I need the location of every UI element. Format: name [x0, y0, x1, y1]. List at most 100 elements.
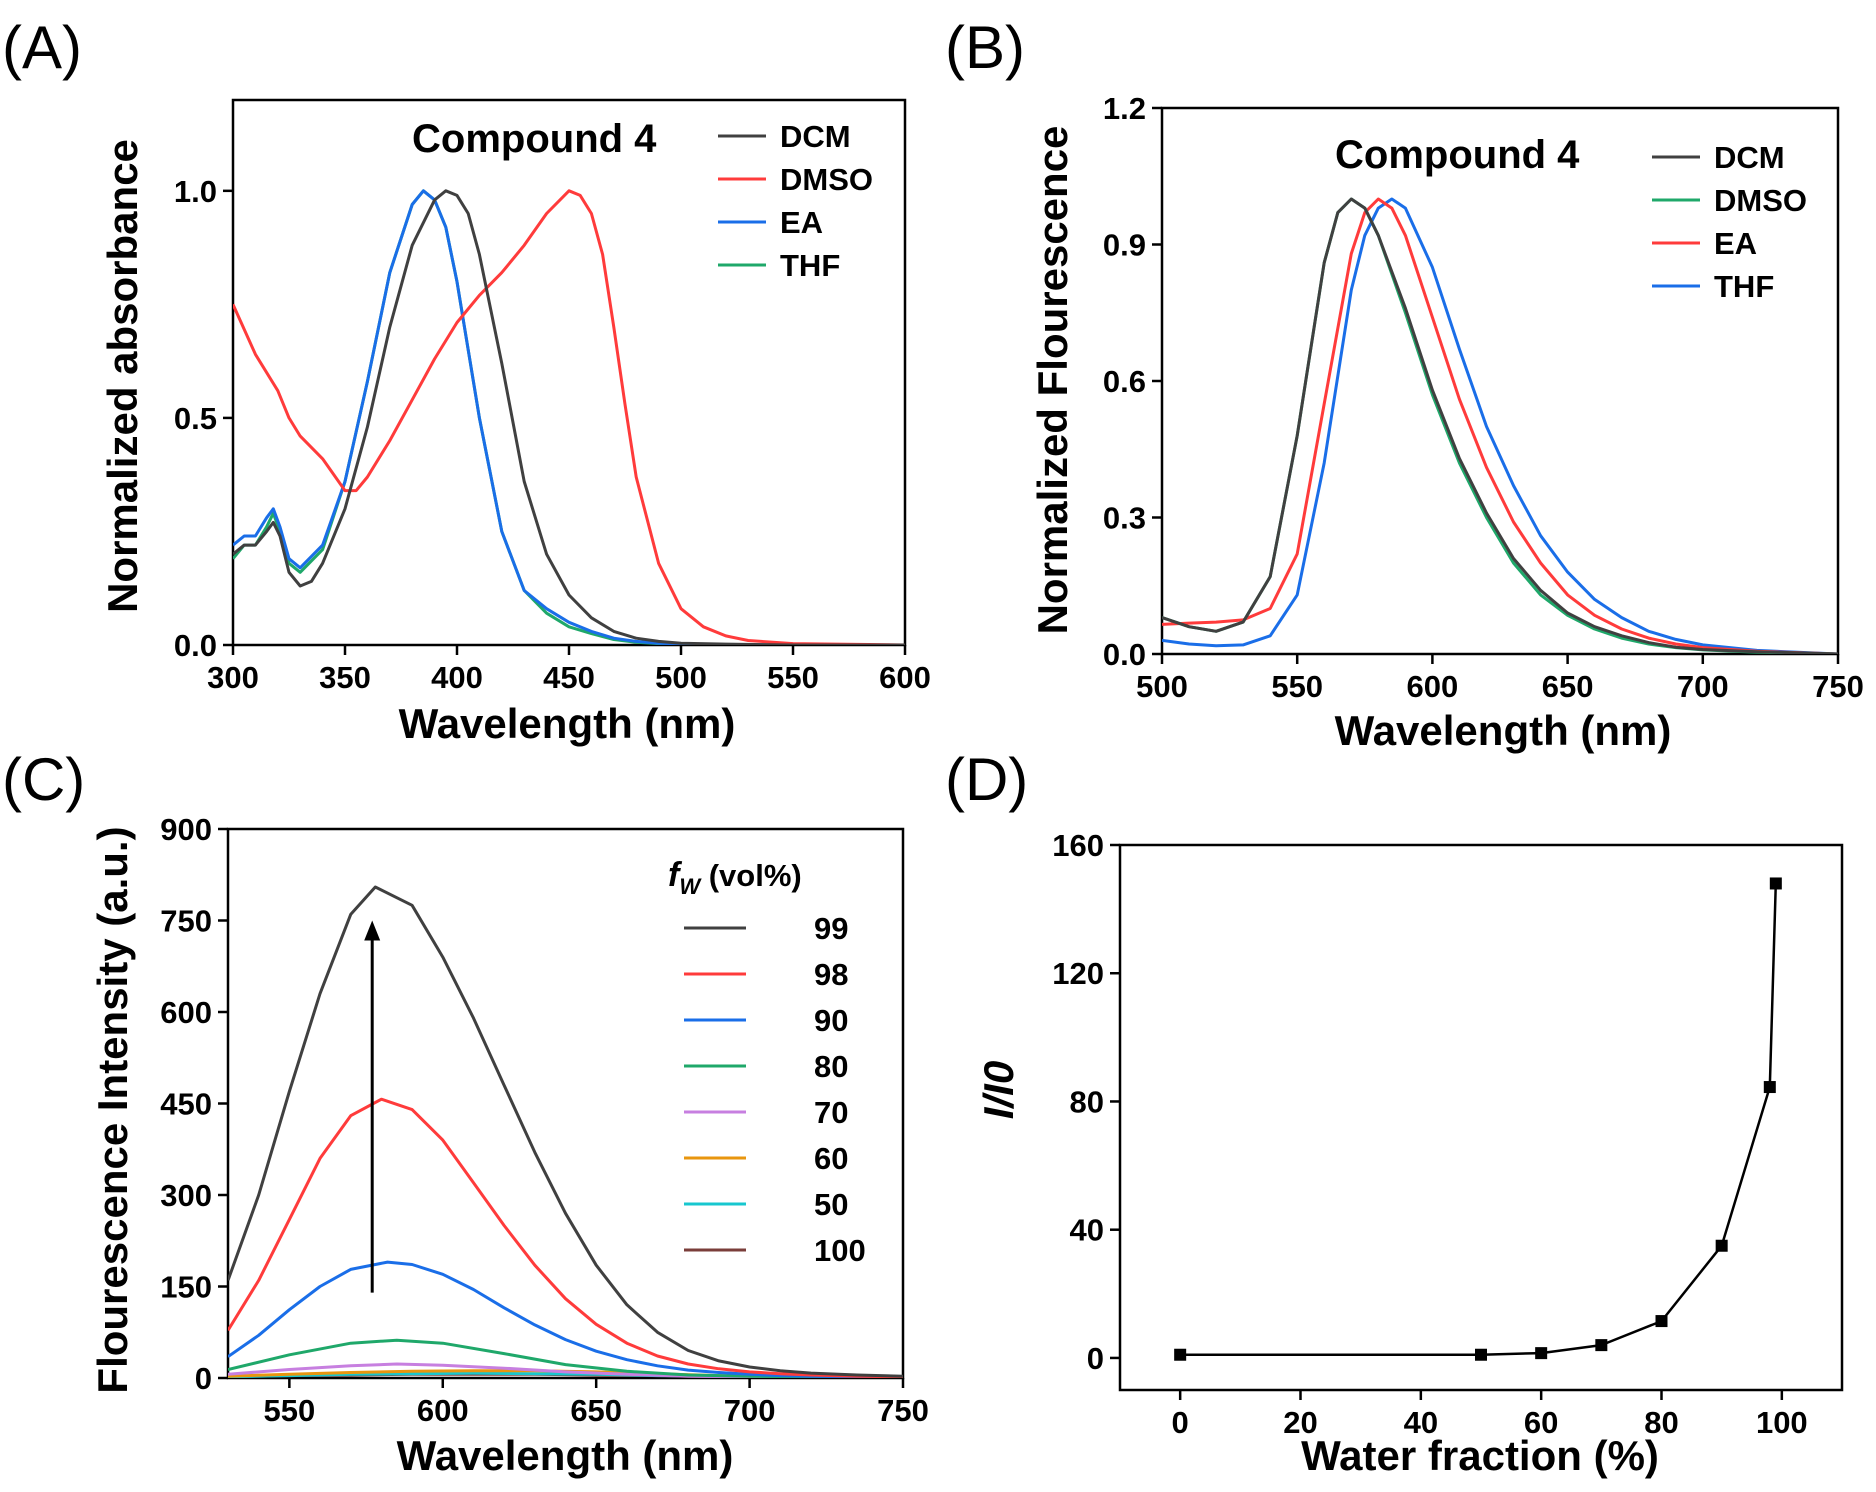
- panel-c-legend-label: 60: [814, 1141, 848, 1176]
- panel-a-xtick-label: 500: [655, 660, 707, 695]
- panel-d-ytick-label: 0: [1087, 1341, 1104, 1376]
- panel-a-plot: 300 350 400 450 500 550 600 0.0 0.5 1.0 DCM DMSO EA T…: [174, 98, 931, 695]
- panel-d-xtick-label: 80: [1644, 1405, 1678, 1440]
- panel-c-ytick-label: 300: [160, 1178, 212, 1213]
- panel-d-ytick-label: 80: [1070, 1084, 1104, 1119]
- panel-d-data-point: [1763, 1081, 1776, 1094]
- panel-a-series-line-ea: [233, 189, 905, 645]
- panel-a-legend-label: EA: [780, 205, 823, 240]
- panel-a-series-line-dcm: [233, 189, 905, 645]
- panel-d-xtick-label: 100: [1756, 1405, 1808, 1440]
- panel-b-plot: 500 550 600 650 700 750 0.0 0.3 0.6 0.9 1.2 DCM DMSO…: [1103, 91, 1864, 704]
- panel-b-xtick-label: 750: [1812, 669, 1864, 704]
- panel-b-series-line-ea: [1162, 197, 1838, 654]
- panel-c-frame: [226, 827, 905, 1380]
- panel-b-legend-label: DMSO: [1714, 183, 1807, 218]
- panel-d-xtick-label: 40: [1404, 1405, 1438, 1440]
- panel-c-ytick-label: 900: [160, 812, 212, 847]
- panel-b-ytick-label: 0.3: [1103, 501, 1146, 536]
- panel-d-data-point: [1715, 1239, 1728, 1252]
- panel-d-data-point: [1595, 1339, 1608, 1352]
- panel-a-ytick-label: 0.5: [174, 401, 217, 436]
- panel-d-label: (D): [945, 746, 1028, 813]
- panel-b-legend-label: DCM: [1714, 140, 1785, 175]
- panel-a-ylabel: Normalized absorbance: [99, 139, 146, 613]
- panel-b-xtick-label: 500: [1136, 669, 1188, 704]
- panel-c-xlabel: Wavelength (nm): [397, 1432, 734, 1479]
- panel-b-series-line-dcm: [1162, 197, 1838, 654]
- panel-c-plot: 550 600 650 700 750 0 150 300 450 600 750 900 99 98 90…: [160, 812, 929, 1428]
- panel-d-data-point: [1174, 1348, 1187, 1361]
- panel-c-legend-label: 98: [814, 957, 848, 992]
- panel-c-legend-label: 70: [814, 1095, 848, 1130]
- panel-a-title: Compound 4: [412, 117, 657, 161]
- panel-c-legend-label: 80: [814, 1049, 848, 1084]
- panel-c-series-group: [228, 885, 903, 1378]
- panel-d-plot: 0 20 40 60 80 100 0 40 80 120 160: [1052, 828, 1844, 1440]
- panel-c-legend-label: 100: [814, 1233, 866, 1268]
- panel-d: (D) 0 20 40 60 80 100 0 40 80 120 160 Water fracti…: [945, 746, 1844, 1479]
- panel-c-series-line-80: [228, 1338, 903, 1378]
- panel-c-xtick-label: 700: [724, 1393, 776, 1428]
- panel-a-ytick-label: 0.0: [174, 628, 217, 663]
- panel-b-xtick-label: 550: [1271, 669, 1323, 704]
- panel-d-xtick-label: 20: [1283, 1405, 1317, 1440]
- panel-c-legend-title-w: W: [679, 874, 702, 899]
- panel-d-series-group: [1180, 883, 1778, 1356]
- panel-b-xtick-label: 650: [1542, 669, 1594, 704]
- panel-b-legend-label: EA: [1714, 226, 1757, 261]
- panel-b-xlabel: Wavelength (nm): [1335, 707, 1672, 754]
- panel-c-series-line-99: [228, 885, 903, 1378]
- panel-b-legend-label: THF: [1714, 269, 1774, 304]
- panel-d-xtick-label: 0: [1172, 1405, 1189, 1440]
- panel-c-xtick-label: 600: [417, 1393, 469, 1428]
- panel-d-ytick-label: 160: [1052, 828, 1104, 863]
- panel-a-xtick-label: 550: [767, 660, 819, 695]
- panel-b-ylabel: Normalized Flourescence: [1029, 126, 1076, 635]
- panel-b-xtick-label: 700: [1677, 669, 1729, 704]
- panel-a-xlabel: Wavelength (nm): [399, 700, 736, 747]
- panel-d-xlabel: Water fraction (%): [1301, 1432, 1659, 1479]
- panel-b-label: (B): [945, 14, 1025, 81]
- panel-b-ytick-label: 0.6: [1103, 364, 1146, 399]
- panel-c-xtick-label: 650: [570, 1393, 622, 1428]
- panel-d-xtick-label: 60: [1524, 1405, 1558, 1440]
- panel-c-series-line-98: [228, 1097, 903, 1378]
- panel-c-ytick-label: 150: [160, 1270, 212, 1305]
- panel-a-series-group: [233, 189, 905, 645]
- panel-b-ytick-label: 0.9: [1103, 228, 1146, 263]
- panel-b-ytick-label: 1.2: [1103, 91, 1146, 126]
- panel-a-series-line-dmso: [233, 189, 905, 645]
- panel-d-frame: [1118, 843, 1844, 1392]
- panel-b-title: Compound 4: [1335, 133, 1580, 177]
- panel-c-xtick-label: 550: [263, 1393, 315, 1428]
- panel-d-ytick-label: 120: [1052, 956, 1104, 991]
- panel-a-xtick-label: 400: [431, 660, 483, 695]
- panel-d-ylabel: I/I0: [975, 1061, 1022, 1119]
- panel-d-data-point: [1769, 877, 1782, 890]
- panel-a-xtick-label: 600: [879, 660, 931, 695]
- panel-d-ytick-label: 40: [1070, 1213, 1104, 1248]
- panel-c-xtick-label: 750: [877, 1393, 929, 1428]
- panel-c-ytick-label: 600: [160, 995, 212, 1030]
- panel-a: (A) 300 350 400 450 500 550 600 0.0 0.5 1.0 DCM DMS…: [2, 14, 931, 747]
- panel-a-ytick-label: 1.0: [174, 174, 217, 209]
- panel-c-label: (C): [2, 746, 85, 813]
- panel-c-ytick-label: 0: [195, 1361, 212, 1396]
- panel-c-legend-label: 50: [814, 1187, 848, 1222]
- panel-d-data-point: [1655, 1315, 1668, 1328]
- panel-a-label: (A): [2, 14, 82, 81]
- panel-b-series-line-thf: [1162, 197, 1838, 654]
- panel-d-series-line-ii0: [1180, 883, 1778, 1356]
- panel-c-series-line-90: [228, 1260, 903, 1378]
- panel-a-xtick-label: 450: [543, 660, 595, 695]
- panel-c-arrow-head: [364, 920, 381, 941]
- panel-c-ylabel: Flourescence Intensity (a.u.): [89, 826, 136, 1393]
- panel-a-legend-label: THF: [780, 248, 840, 283]
- panel-b-series-group: [1162, 197, 1838, 654]
- panel-c-ytick-label: 750: [160, 904, 212, 939]
- panel-a-legend-label: DCM: [780, 119, 851, 154]
- panel-c-ytick-label: 450: [160, 1087, 212, 1122]
- panel-c-legend-title: fW (vol%): [668, 856, 802, 899]
